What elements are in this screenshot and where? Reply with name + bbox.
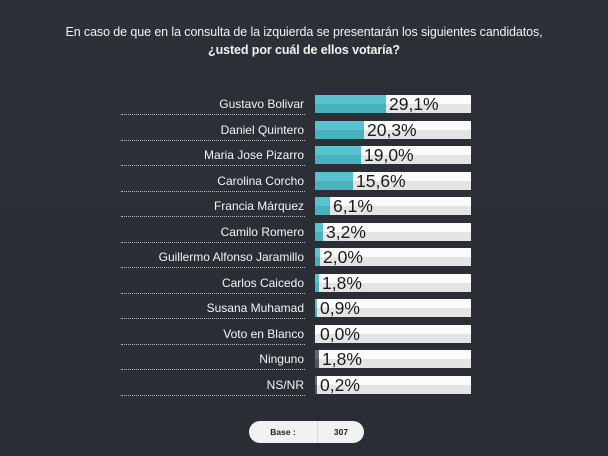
bar-fill: [315, 95, 386, 113]
bar-label: Daniel Quintero: [220, 122, 304, 137]
base-label: Base :: [249, 421, 318, 443]
bar-label: Camilo Romero: [220, 224, 304, 239]
bar-row: NS/NR 0,2%: [0, 375, 608, 402]
bar-row: Camilo Romero 3,2%: [0, 222, 608, 249]
bar-value: 0,0%: [320, 324, 360, 343]
dotted-separator: [121, 216, 305, 217]
bar-value: 2,0%: [323, 248, 363, 266]
bar-label: Maria Jose Pizarro: [203, 148, 304, 162]
bar-value: 19,0%: [364, 146, 414, 164]
bar-fill: [315, 273, 319, 292]
bar-fill: [315, 197, 330, 215]
bar-value: 0,2%: [320, 375, 360, 394]
bar-value: 1,8%: [322, 273, 362, 292]
dotted-separator: [121, 114, 305, 115]
bar-value: 29,1%: [389, 95, 439, 113]
dotted-separator: [121, 394, 305, 396]
bar-row: Francia Márquez 6,1%: [0, 197, 608, 223]
dotted-separator: [121, 343, 305, 345]
bar-label: Ninguno: [259, 352, 304, 366]
bar-track: 15,6%: [315, 171, 471, 190]
bar-fill: [315, 350, 319, 368]
bar-row: Daniel Quintero 20,3%: [0, 120, 608, 147]
bar-track: 20,3%: [315, 120, 471, 139]
bar-fill: [315, 375, 317, 394]
bar-value: 0,9%: [320, 299, 360, 317]
bar-value: 6,1%: [333, 197, 373, 215]
chart-title: En caso de que en la consulta de la izqu…: [0, 23, 608, 59]
bar-row: Susana Muhamad 0,9%: [0, 299, 608, 325]
bar-track: 29,1%: [315, 95, 471, 113]
bar-label: Francia Márquez: [213, 199, 304, 213]
dotted-separator: [121, 139, 305, 141]
dotted-separator: [121, 369, 305, 370]
bar-label: Voto en Blanco: [223, 326, 304, 341]
bar-value: 20,3%: [367, 120, 417, 139]
bar-track: 0,0%: [315, 324, 471, 343]
bar-fill: [315, 120, 364, 139]
bar-label: Carlos Caicedo: [221, 275, 304, 290]
bar-track: 3,2%: [315, 222, 471, 241]
bar-rows: Gustavo Bolivar 29,1% Daniel Quintero 20,3%…: [0, 95, 608, 401]
bar-row: Voto en Blanco 0,0%: [0, 324, 608, 351]
bar-label: Gustavo Bolivar: [219, 97, 304, 111]
dotted-separator: [121, 267, 305, 268]
bar-fill: [315, 299, 317, 317]
base-value: 307: [333, 427, 349, 437]
bar-track: 1,8%: [315, 350, 471, 368]
base-pill: Base : 307: [249, 421, 364, 443]
bar-fill: [315, 248, 320, 266]
dotted-separator: [121, 165, 305, 166]
bar-track: 6,1%: [315, 197, 471, 215]
bar-fill: [315, 222, 323, 241]
bar-row: Gustavo Bolivar 29,1%: [0, 95, 608, 121]
title-question: ¿usted por cuál de ellos votaría?: [208, 43, 400, 57]
bar-fill: [315, 171, 353, 190]
bar-value: 1,8%: [322, 350, 362, 368]
bar-label: Susana Muhamad: [206, 301, 304, 315]
bar-value: 15,6%: [356, 171, 406, 190]
bar-label: NS/NR: [266, 377, 304, 392]
bar-label: Guillermo Alfonso Jaramillo: [158, 250, 304, 264]
bar-track: 2,0%: [315, 248, 471, 266]
bar-track: 0,2%: [315, 375, 471, 394]
bar-label: Carolina Corcho: [217, 173, 304, 188]
bar-row: Carlos Caicedo 1,8%: [0, 273, 608, 300]
bar-row: Guillermo Alfonso Jaramillo 2,0%: [0, 248, 608, 274]
bar-track: 19,0%: [315, 146, 471, 164]
dotted-separator: [121, 241, 305, 243]
bar-fill: [315, 146, 361, 164]
bar-row: Maria Jose Pizarro 19,0%: [0, 146, 608, 172]
title-line-1: En caso de que en la consulta de la izqu…: [65, 25, 543, 39]
dotted-separator: [121, 292, 305, 294]
bar-track: 0,9%: [315, 299, 471, 317]
bar-track: 1,8%: [315, 273, 471, 292]
dotted-separator: [121, 190, 305, 192]
bar-value: 3,2%: [326, 222, 366, 241]
bar-row: Ninguno 1,8%: [0, 350, 608, 376]
dotted-separator: [121, 318, 305, 319]
bar-row: Carolina Corcho 15,6%: [0, 171, 608, 198]
